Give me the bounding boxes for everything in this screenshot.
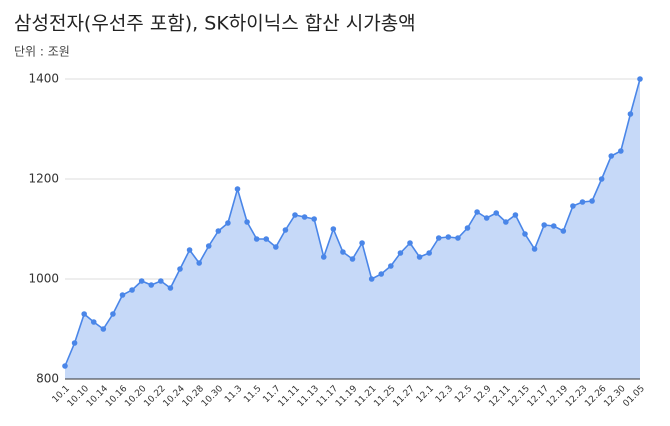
point [119,292,126,298]
point [627,111,634,117]
point [282,227,289,233]
y-tick-label: 1000 [28,272,59,286]
x-tick-label: 12.3 [434,384,455,405]
point [234,186,241,192]
point [110,311,116,317]
point [81,311,87,317]
point [225,220,231,226]
point [483,215,490,221]
point [100,326,107,332]
point [531,246,538,252]
point [186,247,193,253]
point [397,250,404,256]
point [416,254,423,260]
point [589,198,595,204]
point [359,240,365,246]
point [244,219,250,225]
point [253,236,260,242]
point [167,285,174,291]
point [445,234,452,240]
point [129,287,135,293]
x-tick-label: 12.1 [415,384,436,405]
chart-subtitle: 단위 : 조원 [14,45,70,59]
point [62,363,68,369]
point [579,199,586,205]
point [292,212,298,218]
point [570,203,576,209]
y-tick-label: 1400 [28,72,59,86]
point [196,260,202,266]
point [378,271,385,277]
point [349,256,356,262]
point [71,340,78,346]
point [618,148,624,154]
point [273,244,279,250]
point [340,249,346,255]
point [637,76,643,82]
point [138,278,145,284]
point [550,223,557,229]
point [608,153,615,159]
point [560,228,567,234]
point [263,236,270,242]
point [493,210,500,216]
point [541,222,547,228]
y-tick-label: 800 [36,372,59,386]
point [148,282,155,288]
point [388,263,394,269]
point [368,276,375,282]
point [503,219,509,225]
point [426,250,432,256]
point [330,226,337,232]
point [301,214,308,220]
point [158,278,164,284]
x-tick-label: 11.5 [242,384,263,405]
point [474,209,480,215]
x-tick-label: 11.27 [392,384,417,409]
point [512,212,519,218]
point [435,235,442,241]
x-tick-label: 11.3 [223,384,244,405]
point [90,319,97,325]
point [311,216,317,222]
x-tick-label: 12.5 [453,384,474,405]
point [464,225,471,231]
point [455,235,461,241]
chart-title: 삼성전자(우선주 포함), SK하이닉스 합산 시가총액 [14,13,416,35]
x-tick-label: 01.05 [622,384,647,409]
area [65,79,640,379]
y-tick-label: 1200 [28,172,59,186]
point [205,243,212,249]
x-tick-label: 10.30 [200,384,225,409]
point [407,240,413,246]
point [320,254,327,260]
point [598,176,605,182]
point [522,231,528,237]
point [215,228,222,234]
point [177,266,183,272]
